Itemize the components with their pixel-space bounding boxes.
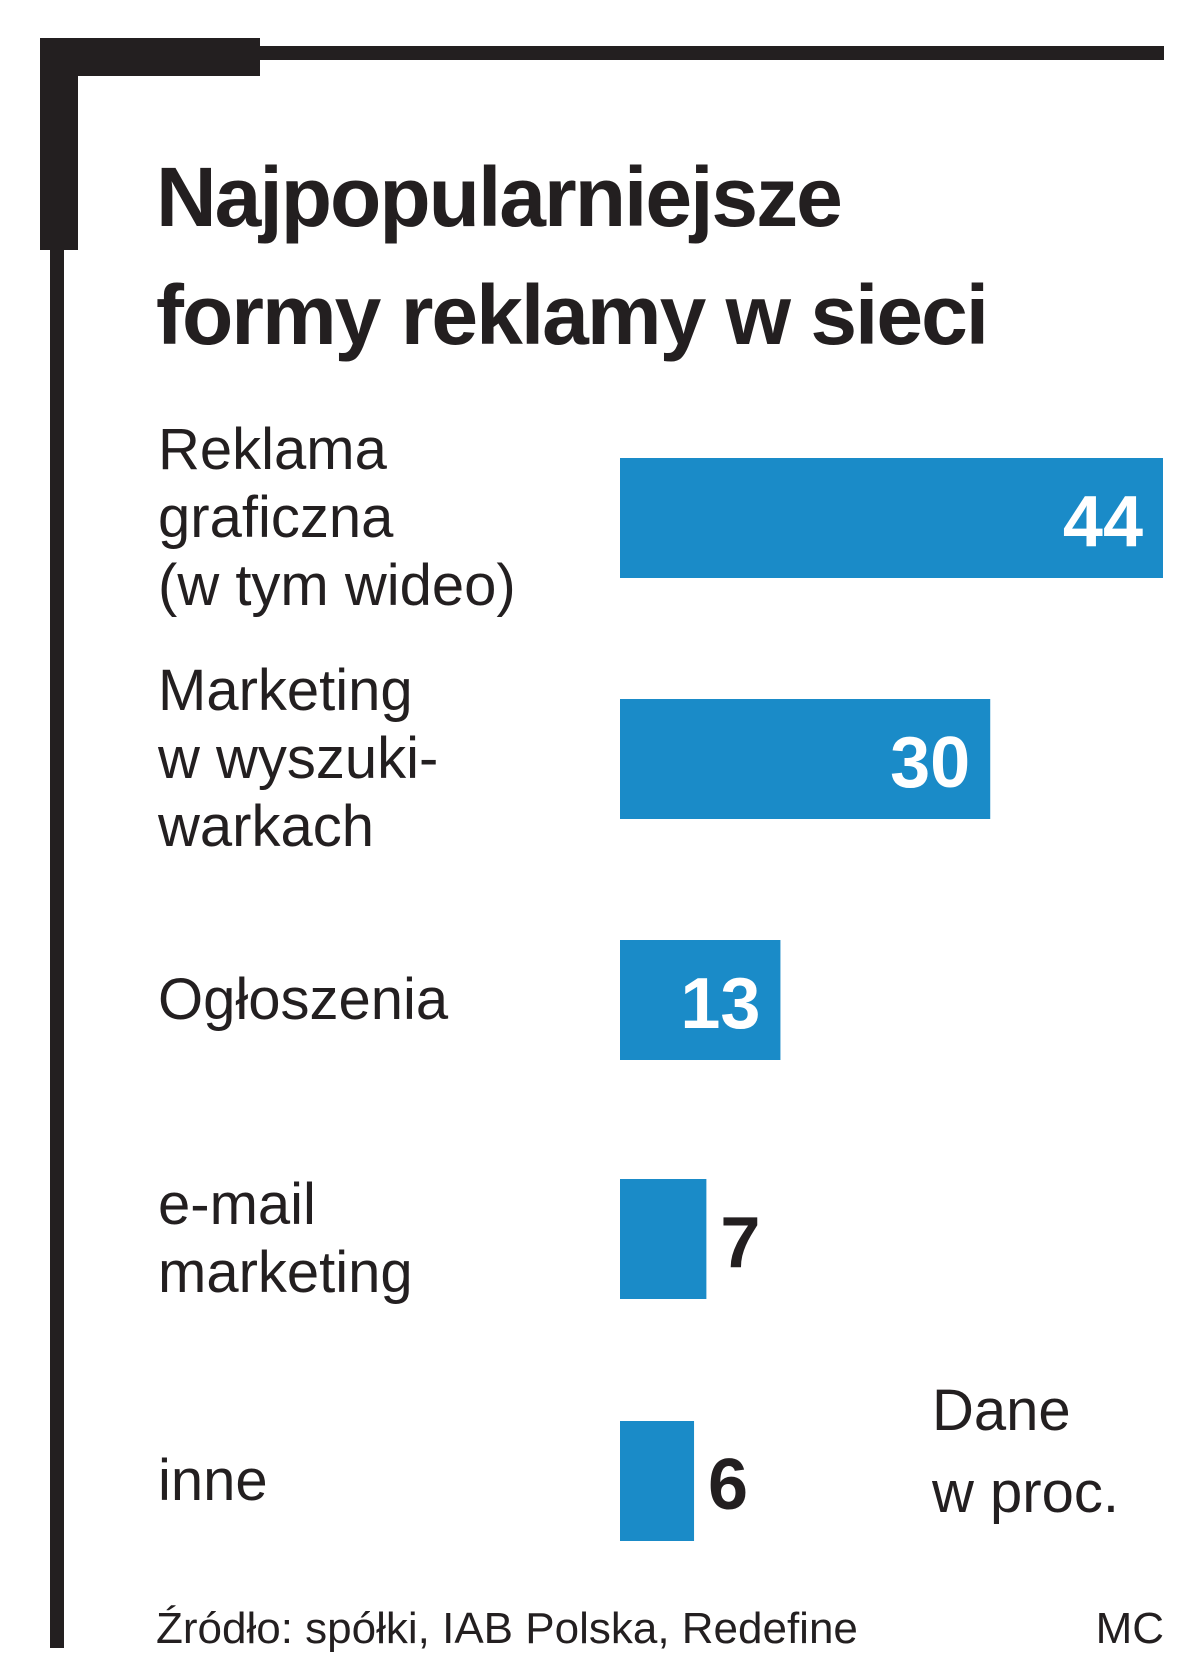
bar [620, 458, 1163, 578]
value-label: 6 [708, 1445, 748, 1525]
category-label: e-mail marketing [158, 1172, 413, 1305]
category-label: inne [158, 1448, 268, 1513]
bar [620, 699, 991, 819]
chart-title: Najpopularniejsze formy reklamy w sieci [156, 150, 989, 362]
bar [620, 1421, 695, 1541]
value-label: 30 [890, 723, 970, 803]
source: Źródło: spółki, IAB Polska, Redefine [156, 1604, 858, 1653]
frame-top [40, 46, 1164, 60]
category-label: Marketing w wyszuki- warkach [158, 658, 439, 859]
value-label: 13 [680, 964, 760, 1044]
frame-vertical [50, 44, 64, 1648]
bar [620, 1179, 707, 1299]
value-label: 44 [1063, 482, 1143, 562]
credit: MC [1095, 1604, 1164, 1653]
value-label: 7 [720, 1203, 760, 1283]
category-label: Reklama graficzna (w tym wideo) [158, 417, 516, 618]
annotation: Dane w proc. [932, 1378, 1119, 1525]
bar [620, 940, 781, 1060]
category-label: Ogłoszenia [158, 967, 449, 1032]
